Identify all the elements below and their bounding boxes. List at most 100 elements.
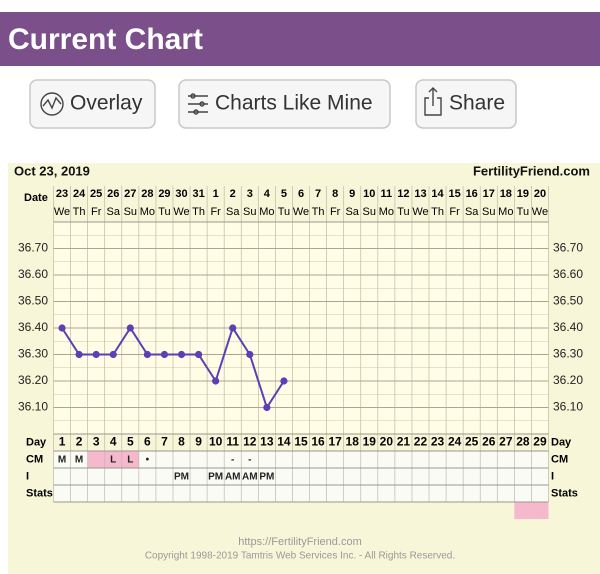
x-tick-label: 19: [517, 188, 529, 200]
x-tick-label: 28: [141, 188, 153, 200]
x-tick-label: 10: [363, 188, 375, 200]
weekday-label: Sa: [465, 206, 479, 218]
row-label-right: CM: [551, 453, 568, 465]
cycle-day: 23: [431, 435, 445, 449]
cycle-day: 26: [482, 435, 496, 449]
cm-mark: M: [75, 455, 83, 466]
cycle-day: 13: [260, 435, 274, 449]
weekday-label: We: [532, 206, 548, 218]
cycle-day: 11: [226, 435, 239, 449]
temperature-point: [160, 350, 169, 359]
temperature-point: [246, 350, 254, 359]
weekday-label: Sa: [345, 206, 359, 218]
x-tick-label: 7: [315, 188, 321, 200]
cm-mark: •: [146, 455, 150, 466]
weekday-label: Th: [431, 206, 444, 218]
cycle-day: 25: [465, 435, 479, 449]
cycle-day: 12: [243, 435, 257, 449]
cycle-day: 9: [195, 435, 202, 449]
weekday-label: Mo: [140, 206, 155, 218]
chart-date: Oct 23, 2019: [14, 163, 90, 178]
weekday-label: We: [293, 206, 309, 218]
weekday-label: Tu: [158, 206, 170, 218]
cycle-day: 19: [363, 435, 377, 449]
weekday-label: Mo: [379, 206, 394, 218]
share-button[interactable]: Share: [415, 79, 517, 129]
cycle-day: 4: [110, 435, 117, 449]
highlight-cell: [104, 451, 122, 468]
x-tick-label: 31: [192, 188, 204, 200]
x-tick-label: 27: [124, 188, 136, 200]
cycle-day: 27: [499, 435, 513, 449]
x-tick-label: 20: [534, 188, 546, 200]
row-label: I: [26, 470, 29, 482]
footer-copyright: Copyright 1998-2019 Tamtris Web Services…: [145, 551, 455, 562]
weekday-label: Fr: [210, 206, 221, 218]
y-tick-label: 36.20: [18, 373, 48, 387]
cycle-day: 15: [294, 435, 308, 449]
weekday-label: We: [412, 206, 428, 218]
x-tick-label: 14: [431, 188, 444, 200]
x-tick-label: 15: [448, 188, 460, 200]
y-tick-label: 36.10: [18, 400, 48, 414]
weekday-label: Fr: [449, 206, 460, 218]
footer-url: https://FertilityFriend.com: [238, 536, 361, 548]
y-tick-label: 36.30: [18, 347, 48, 361]
x-tick-label: 17: [483, 188, 495, 200]
temperature-point: [92, 350, 100, 359]
x-tick-label: 23: [56, 188, 68, 200]
temperature-point: [143, 350, 151, 359]
y-tick-label-right: 36.20: [553, 373, 583, 387]
cycle-day: 10: [209, 435, 223, 449]
weekday-label: Su: [124, 206, 137, 218]
row-label-right: Day: [551, 436, 572, 448]
cycle-day: 21: [397, 435, 411, 449]
cycle-day: 6: [144, 435, 151, 449]
x-tick-label: 2: [230, 188, 236, 200]
x-tick-label: 1: [213, 188, 219, 200]
cycle-day: 8: [178, 435, 185, 449]
cm-mark: L: [127, 455, 133, 466]
x-tick-label: 25: [90, 188, 102, 200]
y-tick-label: 36.40: [18, 320, 48, 334]
charts-like-mine-button[interactable]: Charts Like Mine: [178, 79, 391, 129]
highlight-cell: [514, 502, 532, 519]
row-label: Date: [24, 192, 48, 204]
cycle-day: 24: [448, 435, 462, 449]
cycle-day: 2: [76, 435, 83, 449]
cycle-day: 7: [161, 435, 168, 449]
y-tick-label: 36.50: [18, 294, 48, 308]
x-tick-label: 11: [381, 188, 393, 200]
temperature-point: [194, 350, 203, 359]
highlight-cell: [121, 451, 139, 468]
overlay-button[interactable]: Overlay: [29, 79, 156, 129]
x-tick-label: 5: [281, 188, 287, 200]
weekday-label: We: [54, 206, 70, 218]
x-tick-label: 26: [107, 188, 119, 200]
cycle-day: 3: [93, 435, 100, 449]
temperature-point: [212, 377, 220, 385]
x-tick-label: 13: [414, 188, 426, 200]
weekday-label: Tu: [397, 206, 409, 218]
x-tick-label: 24: [73, 188, 86, 200]
cm-mark: -: [231, 455, 234, 466]
temperature-point: [109, 350, 117, 359]
y-tick-label: 36.60: [18, 267, 48, 281]
weekday-label: Sa: [226, 206, 240, 218]
highlight-cell: [87, 451, 105, 468]
cycle-day: 17: [328, 435, 342, 449]
x-tick-label: 18: [500, 188, 512, 200]
weekday-label: Tu: [517, 206, 529, 218]
weekday-label: Su: [363, 206, 376, 218]
y-tick-label-right: 36.30: [553, 347, 583, 361]
cycle-day: 29: [533, 435, 547, 449]
temperature-point: [263, 403, 271, 412]
intercourse-mark: AM: [225, 472, 241, 483]
button-label: Overlay: [70, 92, 143, 115]
cm-mark: M: [58, 455, 66, 466]
row-label-right: I: [551, 470, 554, 482]
x-tick-label: 9: [349, 188, 355, 200]
highlight-cell: [531, 502, 549, 519]
